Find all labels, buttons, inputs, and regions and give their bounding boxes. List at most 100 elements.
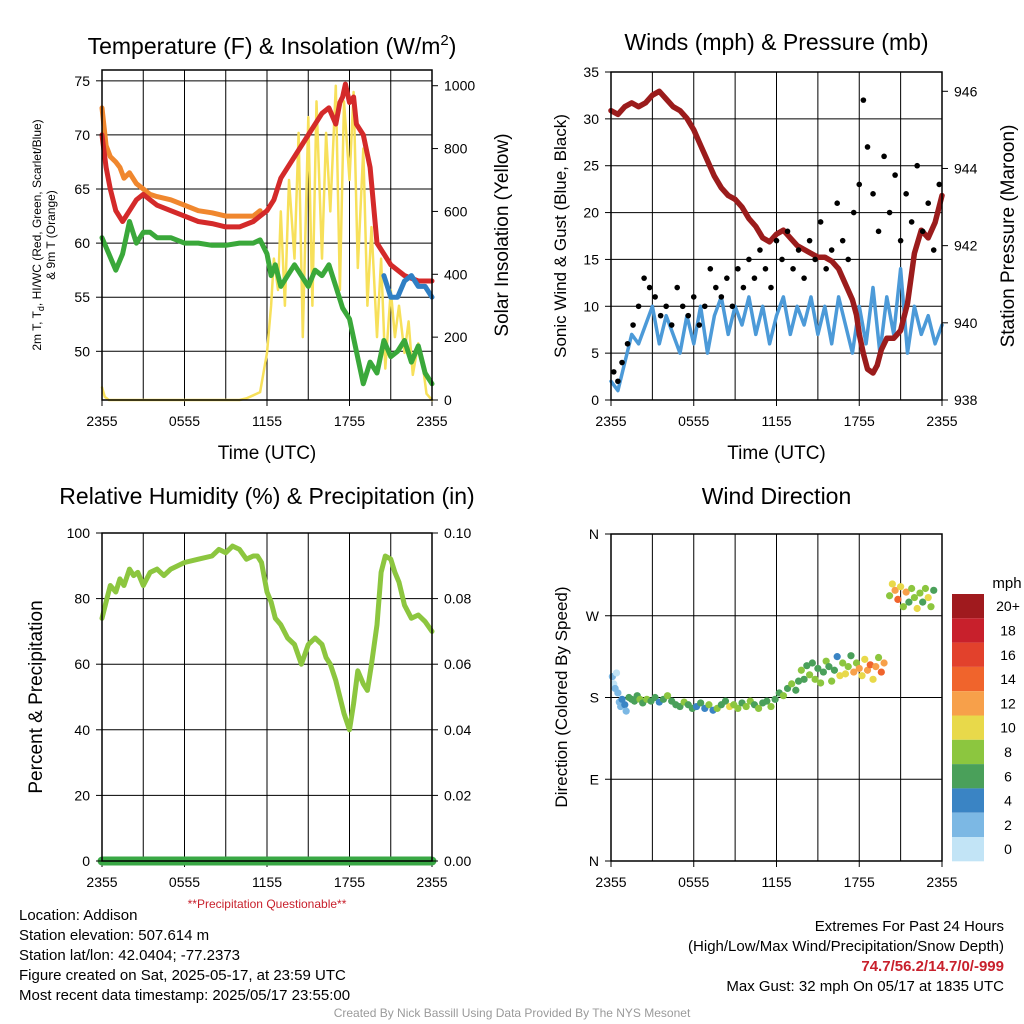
created-label: Figure created on Sat, 2025-05-17, at 23…: [19, 967, 346, 984]
direction-point: [913, 604, 921, 613]
y2-tick-label-1: 0: [444, 392, 452, 408]
location-label: Location: Addison: [19, 907, 138, 924]
gust-point: [685, 312, 692, 319]
direction-point: [825, 663, 833, 671]
max-gust-label: Max Gust: 32 mph On 05/17 at 1835 UTC: [726, 978, 1004, 995]
humidity-chart-title: Relative Humidity (%) & Precipitation (i…: [59, 483, 474, 509]
plot-border-2: [610, 71, 943, 401]
direction-point: [788, 680, 796, 688]
plot-border-3: [101, 532, 433, 862]
y-tick-label-1: 65: [74, 181, 90, 197]
y-tick-label-3: 60: [74, 656, 90, 672]
gust-point: [729, 303, 736, 310]
x-tick-label-4: 2355: [926, 874, 957, 890]
legend-label: 16: [1000, 647, 1016, 663]
x-tick-label-4: 0555: [678, 874, 709, 890]
y-tick-label-2: 0: [591, 392, 599, 408]
gust-point: [674, 284, 680, 291]
direction-point: [806, 671, 814, 679]
station-info: Location: Addison Station elevation: 507…: [19, 906, 350, 1006]
x-tick-label-3: 1755: [334, 874, 365, 890]
y-tick-label-2: 5: [591, 345, 599, 361]
y-tick-label-4: N: [589, 526, 599, 542]
y-tick-label-3: 20: [74, 787, 90, 803]
y-tick-label-2: 25: [583, 158, 599, 174]
y2-tick-label-3: 0.06: [444, 656, 471, 672]
x-tick-label-3: 2355: [416, 874, 447, 890]
gust-point: [619, 359, 625, 366]
direction-point: [921, 584, 930, 593]
direction-point: [767, 702, 775, 711]
y2-tick-label-1: 800: [444, 141, 468, 157]
temperature-chart-title: Temperature (F) & Insolation (W/m2): [88, 32, 457, 59]
direction-point: [888, 580, 896, 588]
title-superscript: 2: [440, 32, 448, 49]
dewpoint-line: [99, 219, 435, 387]
ylabel-subscript: d: [36, 306, 46, 311]
direction-point: [930, 586, 938, 594]
gust-point: [845, 256, 852, 263]
y-tick-label-2: 10: [583, 298, 599, 314]
gust-point: [751, 275, 758, 281]
y-tick-label-2: 35: [583, 64, 599, 80]
direction-point: [877, 668, 885, 676]
direction-point: [819, 668, 827, 676]
y2-tick-label-3: 0.02: [444, 787, 471, 803]
y-tick-label-1: 50: [74, 343, 90, 359]
legend-label: 10: [1000, 720, 1016, 736]
extremes-values: 74.7/56.2/14.7/0/-999: [861, 958, 1004, 975]
gust-point: [870, 191, 876, 197]
direction-point: [847, 652, 855, 660]
y-tick-label-1: 60: [74, 235, 90, 251]
y-tick-label-3: 100: [67, 525, 91, 541]
legend-swatch: [952, 715, 984, 740]
direction-point: [800, 675, 808, 683]
direction-point: [866, 661, 874, 669]
gust-point: [801, 275, 807, 281]
gust-point: [657, 312, 664, 319]
direction-point: [822, 657, 830, 665]
gust-point: [875, 228, 882, 235]
legend-swatch: [952, 739, 984, 765]
gust-point: [919, 228, 926, 235]
y2-tick-label-2: 944: [954, 160, 978, 176]
y-axis-label-4: Direction (Colored By Speed): [552, 586, 571, 807]
direction-point: [910, 593, 919, 602]
legend-swatch: [952, 594, 984, 619]
direction-point: [899, 603, 907, 611]
y-tick-label-4: E: [590, 771, 599, 787]
direction-point: [811, 675, 819, 683]
gust-point: [735, 266, 741, 272]
gust-point: [784, 228, 791, 235]
y-tick-label-4: S: [590, 690, 599, 706]
x-tick-label-1: 2355: [86, 413, 117, 429]
elevation-label: Station elevation: 507.614 m: [19, 927, 210, 944]
gust-point: [707, 266, 714, 272]
title-main: Temperature (F) & Insolation (W/m: [88, 33, 441, 59]
y-tick-label-3: 40: [74, 722, 90, 738]
title-end: ): [449, 33, 457, 59]
gust-point: [652, 294, 658, 300]
direction-point: [663, 692, 672, 700]
gust-point: [828, 247, 835, 253]
relative-humidity-line: [99, 543, 435, 733]
gust-point: [850, 209, 857, 216]
y-axis-label-2: Sonic Wind & Gust (Blue, Black): [551, 114, 570, 358]
legend-title: mph: [992, 575, 1021, 592]
y2-tick-label-2: 938: [954, 392, 978, 408]
direction-point: [872, 663, 880, 671]
gust-point: [641, 275, 647, 281]
direction-point: [852, 659, 861, 667]
gust-point: [903, 191, 909, 197]
direction-point: [905, 598, 913, 606]
gust-point: [713, 284, 719, 291]
y2-tick-label-3: 0.10: [444, 525, 471, 541]
gust-point: [615, 378, 621, 385]
direction-point: [833, 653, 841, 661]
gust-point: [897, 237, 904, 244]
gust-point: [773, 237, 780, 244]
direction-point: [897, 583, 905, 591]
y2-axis-label-2: Station Pressure (Maroon): [998, 125, 1019, 348]
direction-point: [919, 598, 927, 606]
